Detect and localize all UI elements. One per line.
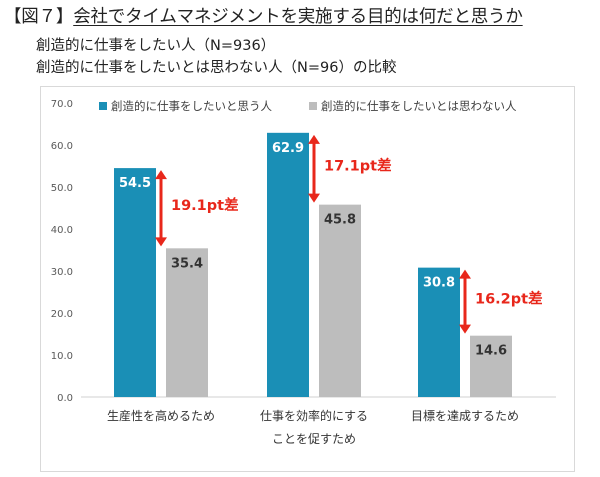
y-tick-label: 70.0 [51, 99, 73, 110]
y-tick-label: 10.0 [51, 351, 73, 362]
difference-label: 19.1pt差 [171, 196, 239, 214]
figure-title: 【図７】会社でタイムマネジメントを実施する目的は何だと思うか [4, 3, 523, 28]
y-tick-label: 0.0 [57, 393, 73, 404]
legend-label: 創造的に仕事をしたいと思う人 [111, 99, 272, 113]
x-category-label: 目標を達成するため [411, 409, 519, 423]
difference-arrow-head-up [459, 269, 471, 279]
difference-arrow-head-down [459, 324, 471, 334]
y-tick-label: 60.0 [51, 141, 73, 152]
bar-series1 [267, 132, 309, 397]
y-tick-label: 30.0 [51, 267, 73, 278]
legend-swatch [99, 102, 107, 110]
data-label-series1: 54.5 [119, 176, 151, 191]
bar-series2 [166, 248, 208, 397]
bar-series2 [319, 204, 361, 397]
difference-arrow-head-up [308, 134, 320, 144]
bar-chart: 0.0 10.0 20.0 30.0 40.0 50.0 60.0 70.0 創造的に仕事をした… [51, 99, 556, 446]
x-category-label: 生産性を高めるため [107, 408, 215, 423]
legend-swatch [309, 102, 317, 110]
figure-title-text: 会社でタイムマネジメントを実施する目的は何だと思うか [73, 7, 523, 27]
figure-subtitle-1: 創造的に仕事をしたい人（N=936） [36, 38, 276, 54]
data-label-series1: 30.8 [423, 276, 455, 291]
data-label-series2: 35.4 [171, 256, 203, 271]
difference-arrow-head-up [155, 170, 167, 180]
difference-arrow-head-down [308, 193, 320, 203]
x-category-label: ことを促すため [272, 432, 356, 446]
difference-label: 17.1pt差 [324, 157, 392, 175]
data-label-series2: 14.6 [475, 344, 507, 359]
y-tick-label: 20.0 [51, 309, 73, 320]
data-label-series1: 62.9 [272, 141, 304, 156]
x-category-label: 仕事を効率的にする [260, 408, 368, 423]
chart-panel: 0.0 10.0 20.0 30.0 40.0 50.0 60.0 70.0 創造的に仕事をした… [40, 86, 575, 472]
difference-label: 16.2pt差 [475, 290, 543, 308]
legend-label: 創造的に仕事をしたいとは思わない人 [321, 99, 517, 113]
y-tick-label: 50.0 [51, 183, 73, 194]
bar-series1 [114, 168, 156, 397]
data-label-series2: 45.8 [324, 213, 356, 228]
figure-subtitle-2: 創造的に仕事をしたいとは思わない人（N=96）の比較 [36, 60, 397, 76]
bar-series1 [418, 267, 460, 397]
y-tick-label: 40.0 [51, 225, 73, 236]
difference-arrow-head-down [155, 237, 167, 247]
bar-series2 [470, 335, 512, 397]
figure-tag: 【図７】 [4, 7, 74, 27]
